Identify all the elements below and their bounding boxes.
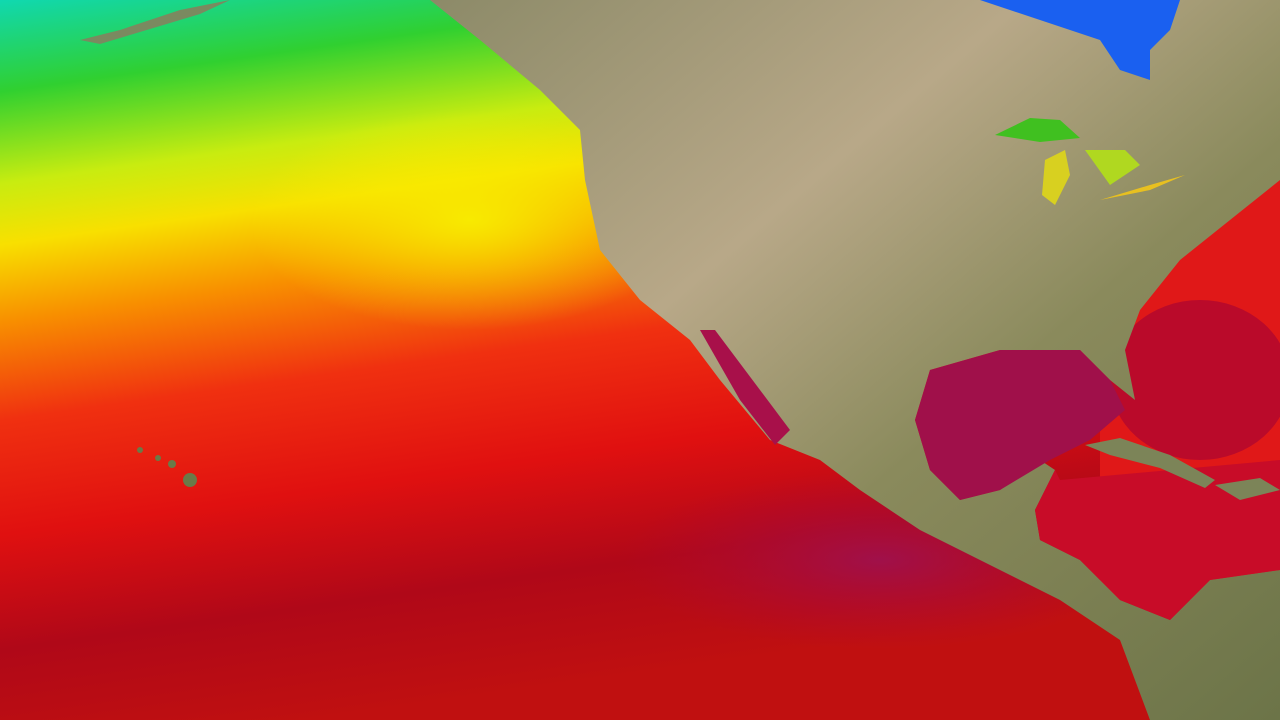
gulf-of-california [700,330,790,445]
hispaniola-island [1215,478,1280,500]
hawaii-islands [137,447,197,487]
great-lakes-superior [995,118,1080,142]
great-lakes-michigan [1042,150,1070,205]
aleutian-islands [80,0,230,44]
great-lakes-erie-ontario [1100,175,1185,200]
atlantic-warm-region [1110,300,1280,460]
caribbean-sea [1035,460,1280,620]
cool-current-region [250,110,690,330]
hudson-bay [980,0,1180,80]
cuba-island [1085,438,1215,488]
gulf-of-mexico [915,350,1125,500]
great-lakes-huron [1085,150,1140,185]
